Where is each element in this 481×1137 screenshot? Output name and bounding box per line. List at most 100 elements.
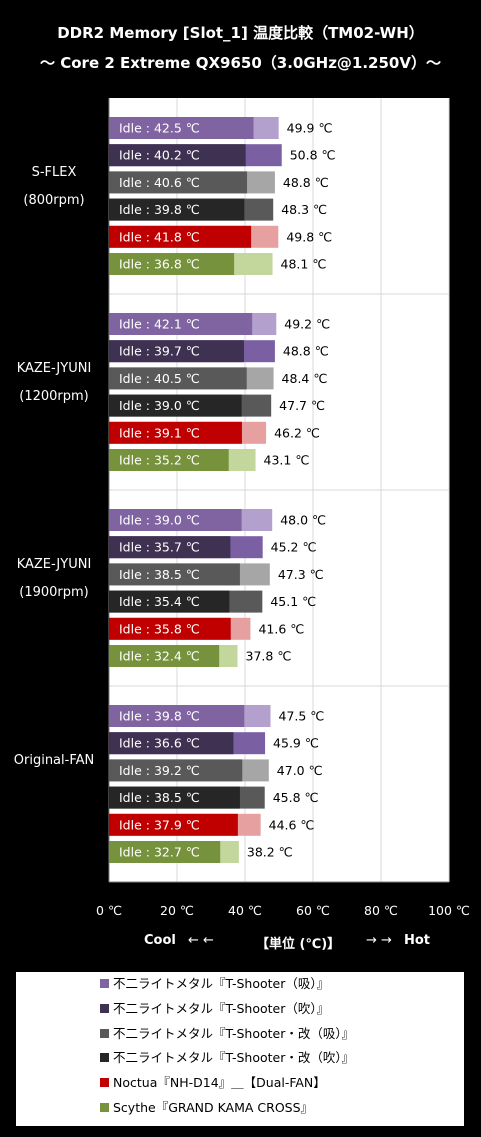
idle-data-label: Idle : 35.2 ℃ bbox=[119, 453, 200, 468]
idle-bar bbox=[109, 340, 244, 363]
load-data-label: 49.8 ℃ bbox=[286, 229, 332, 244]
load-data-label: 49.9 ℃ bbox=[287, 121, 333, 136]
idle-bar bbox=[109, 841, 221, 863]
legend-item: 不二ライトメタル『T-Shooter・改（吸）』 bbox=[100, 1024, 354, 1044]
load-data-label: 45.8 ℃ bbox=[273, 790, 319, 805]
group-label: Original-FAN bbox=[14, 753, 94, 768]
load-data-label: 50.8 ℃ bbox=[290, 148, 336, 163]
x-tick-label: 0 ℃ bbox=[96, 903, 122, 918]
legend-label: 不二ライトメタル『T-Shooter（吸）』 bbox=[113, 976, 330, 991]
legend-item: 不二ライトメタル『T-Shooter（吸）』 bbox=[100, 974, 329, 994]
idle-data-label: Idle : 37.9 ℃ bbox=[119, 817, 200, 832]
legend-item: 不二ライトメタル『T-Shooter・改（吹）』 bbox=[100, 1048, 354, 1068]
idle-bar bbox=[109, 786, 240, 809]
idle-bar bbox=[109, 144, 246, 167]
legend-item: Scythe『GRAND KAMA CROSS』 bbox=[100, 1098, 313, 1118]
idle-bar bbox=[109, 563, 240, 586]
idle-data-label: Idle : 40.2 ℃ bbox=[119, 148, 200, 163]
bar-chart: S-FLEX (800rpm) Idle : 42.5 ℃ 49.9 ℃ Idle : … bbox=[14, 98, 470, 918]
legend-label: Noctua『NH-D14』＿【Dual-FAN】 bbox=[113, 1075, 326, 1091]
idle-bar bbox=[109, 509, 242, 531]
idle-bar bbox=[109, 705, 245, 727]
idle-bar bbox=[109, 117, 254, 139]
load-data-label: 43.1 ℃ bbox=[264, 453, 310, 468]
idle-bar bbox=[109, 198, 245, 221]
x-tick-label: 20 ℃ bbox=[160, 903, 194, 918]
load-data-label: 47.7 ℃ bbox=[279, 398, 325, 413]
idle-data-label: Idle : 39.2 ℃ bbox=[119, 763, 200, 778]
load-data-label: 48.1 ℃ bbox=[281, 257, 327, 272]
load-data-label: 48.3 ℃ bbox=[281, 202, 327, 217]
idle-bar bbox=[109, 253, 235, 275]
idle-data-label: Idle : 40.6 ℃ bbox=[119, 175, 200, 190]
idle-data-label: Idle : 42.1 ℃ bbox=[119, 317, 200, 332]
legend-swatch bbox=[100, 979, 109, 988]
idle-data-label: Idle : 35.4 ℃ bbox=[119, 594, 200, 609]
idle-data-label: Idle : 39.0 ℃ bbox=[119, 513, 200, 528]
idle-data-label: Idle : 32.7 ℃ bbox=[119, 845, 200, 860]
load-data-label: 45.9 ℃ bbox=[273, 736, 319, 751]
idle-data-label: Idle : 36.6 ℃ bbox=[119, 736, 200, 751]
group-sublabel: (800rpm) bbox=[23, 193, 84, 208]
idle-bar bbox=[109, 367, 247, 390]
legend-swatch bbox=[100, 1028, 109, 1038]
group-label: KAZE-JYUNI bbox=[17, 361, 92, 376]
legend-swatch bbox=[100, 1003, 109, 1013]
load-data-label: 49.2 ℃ bbox=[284, 317, 330, 332]
idle-data-label: Idle : 39.8 ℃ bbox=[119, 202, 200, 217]
idle-bar bbox=[109, 732, 234, 755]
idle-bar bbox=[109, 171, 248, 194]
idle-data-label: Idle : 38.5 ℃ bbox=[119, 790, 200, 805]
idle-bar bbox=[109, 421, 242, 444]
load-data-label: 46.2 ℃ bbox=[274, 425, 320, 440]
legend-item: Noctua『NH-D14』＿【Dual-FAN】 bbox=[100, 1073, 326, 1093]
idle-data-label: Idle : 36.8 ℃ bbox=[119, 257, 200, 272]
load-data-label: 45.1 ℃ bbox=[270, 594, 316, 609]
group-sublabel: (1900rpm) bbox=[19, 585, 89, 600]
group-label: KAZE-JYUNI bbox=[17, 557, 92, 572]
load-data-label: 48.0 ℃ bbox=[280, 513, 326, 528]
load-data-label: 38.2 ℃ bbox=[247, 845, 293, 860]
idle-bar bbox=[109, 759, 243, 782]
idle-data-label: Idle : 42.5 ℃ bbox=[119, 121, 200, 136]
idle-bar bbox=[109, 394, 242, 417]
idle-bar bbox=[109, 645, 220, 667]
idle-bar bbox=[109, 536, 231, 559]
idle-data-label: Idle : 35.7 ℃ bbox=[119, 540, 200, 555]
load-data-label: 48.8 ℃ bbox=[283, 344, 329, 359]
legend-label: 不二ライトメタル『T-Shooter・改（吸）』 bbox=[113, 1025, 355, 1041]
legend-swatch bbox=[100, 1053, 109, 1063]
idle-bar bbox=[109, 590, 230, 613]
legend-swatch bbox=[100, 1103, 109, 1112]
axis-hot-arrows: → → bbox=[366, 933, 392, 948]
idle-data-label: Idle : 38.5 ℃ bbox=[119, 567, 200, 582]
idle-bar bbox=[109, 617, 231, 640]
legend-label: 不二ライトメタル『T-Shooter・改（吹）』 bbox=[113, 1050, 355, 1066]
idle-data-label: Idle : 32.4 ℃ bbox=[119, 649, 200, 664]
load-data-label: 47.5 ℃ bbox=[279, 709, 325, 724]
axis-cool-arrows: ← ← bbox=[188, 933, 214, 948]
legend-label: Scythe『GRAND KAMA CROSS』 bbox=[113, 1100, 314, 1115]
legend-item: 不二ライトメタル『T-Shooter（吹）』 bbox=[100, 999, 329, 1019]
legend-label: 不二ライトメタル『T-Shooter（吹）』 bbox=[113, 1000, 330, 1016]
x-tick-label: 40 ℃ bbox=[228, 903, 262, 918]
x-tick-label: 60 ℃ bbox=[296, 903, 330, 918]
idle-data-label: Idle : 40.5 ℃ bbox=[119, 371, 200, 386]
x-tick-label: 80 ℃ bbox=[364, 903, 398, 918]
group-sublabel: (1200rpm) bbox=[19, 389, 89, 404]
idle-data-label: Idle : 39.7 ℃ bbox=[119, 344, 200, 359]
load-data-label: 37.8 ℃ bbox=[246, 649, 292, 664]
axis-unit-label: 【単位 (℃)】 bbox=[256, 937, 341, 952]
legend: 不二ライトメタル『T-Shooter（吸）』 不二ライトメタル『T-Shooter… bbox=[16, 972, 464, 1126]
idle-data-label: Idle : 39.8 ℃ bbox=[119, 709, 200, 724]
load-data-label: 47.0 ℃ bbox=[277, 763, 323, 778]
chart-title: DDR2 Memory [Slot_1] 温度比較（TM02-WH） bbox=[57, 24, 424, 42]
load-data-label: 44.6 ℃ bbox=[269, 817, 315, 832]
idle-data-label: Idle : 35.8 ℃ bbox=[119, 621, 200, 636]
load-data-label: 48.8 ℃ bbox=[283, 175, 329, 190]
idle-data-label: Idle : 39.1 ℃ bbox=[119, 425, 200, 440]
axis-cool-label: Cool bbox=[144, 933, 176, 948]
load-data-label: 41.6 ℃ bbox=[258, 621, 304, 636]
idle-data-label: Idle : 41.8 ℃ bbox=[119, 229, 200, 244]
load-data-label: 47.3 ℃ bbox=[278, 567, 324, 582]
